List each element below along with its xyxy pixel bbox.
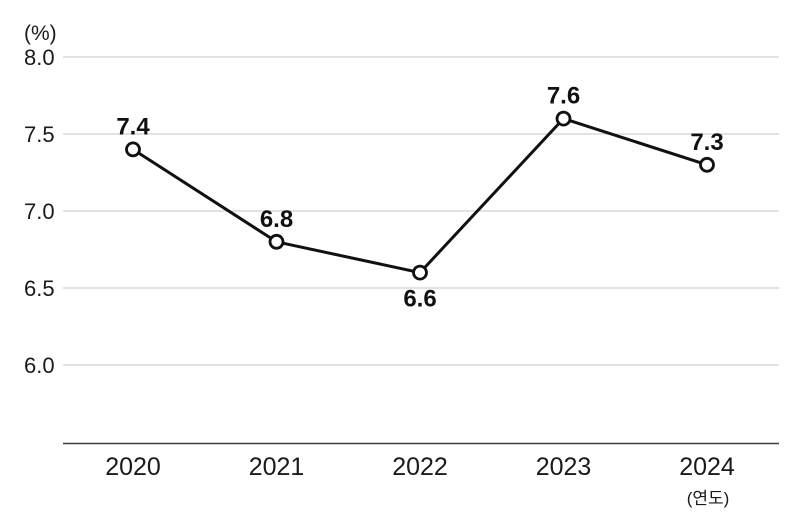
y-tick-label: 8.0	[24, 45, 55, 70]
y-tick-label: 7.5	[24, 122, 55, 147]
data-point-marker	[268, 233, 285, 250]
data-point-marker	[555, 110, 572, 127]
x-tick-label: 2024	[679, 453, 735, 481]
data-point-label: 7.4	[116, 113, 150, 140]
y-tick-label: 7.0	[24, 199, 55, 224]
x-tick-label: 2020	[105, 453, 161, 481]
data-point-label: 6.8	[260, 206, 293, 233]
data-point-label: 6.6	[403, 286, 436, 313]
series-line	[131, 117, 709, 275]
data-point-marker	[699, 156, 715, 173]
y-tick-label: 6.5	[24, 276, 55, 301]
x-tick-label: 2023	[536, 453, 592, 481]
y-axis-unit-label: (%)	[24, 22, 57, 45]
data-point-marker	[125, 141, 141, 158]
data-point-label: 7.3	[690, 129, 723, 156]
x-axis-unit-label: (연도)	[687, 489, 730, 508]
x-tick-label: 2022	[392, 453, 448, 481]
y-tick-label: 6.0	[24, 353, 55, 378]
x-tick-label: 2021	[249, 453, 305, 481]
data-point-label: 7.6	[547, 83, 580, 110]
data-point-marker	[412, 264, 428, 281]
